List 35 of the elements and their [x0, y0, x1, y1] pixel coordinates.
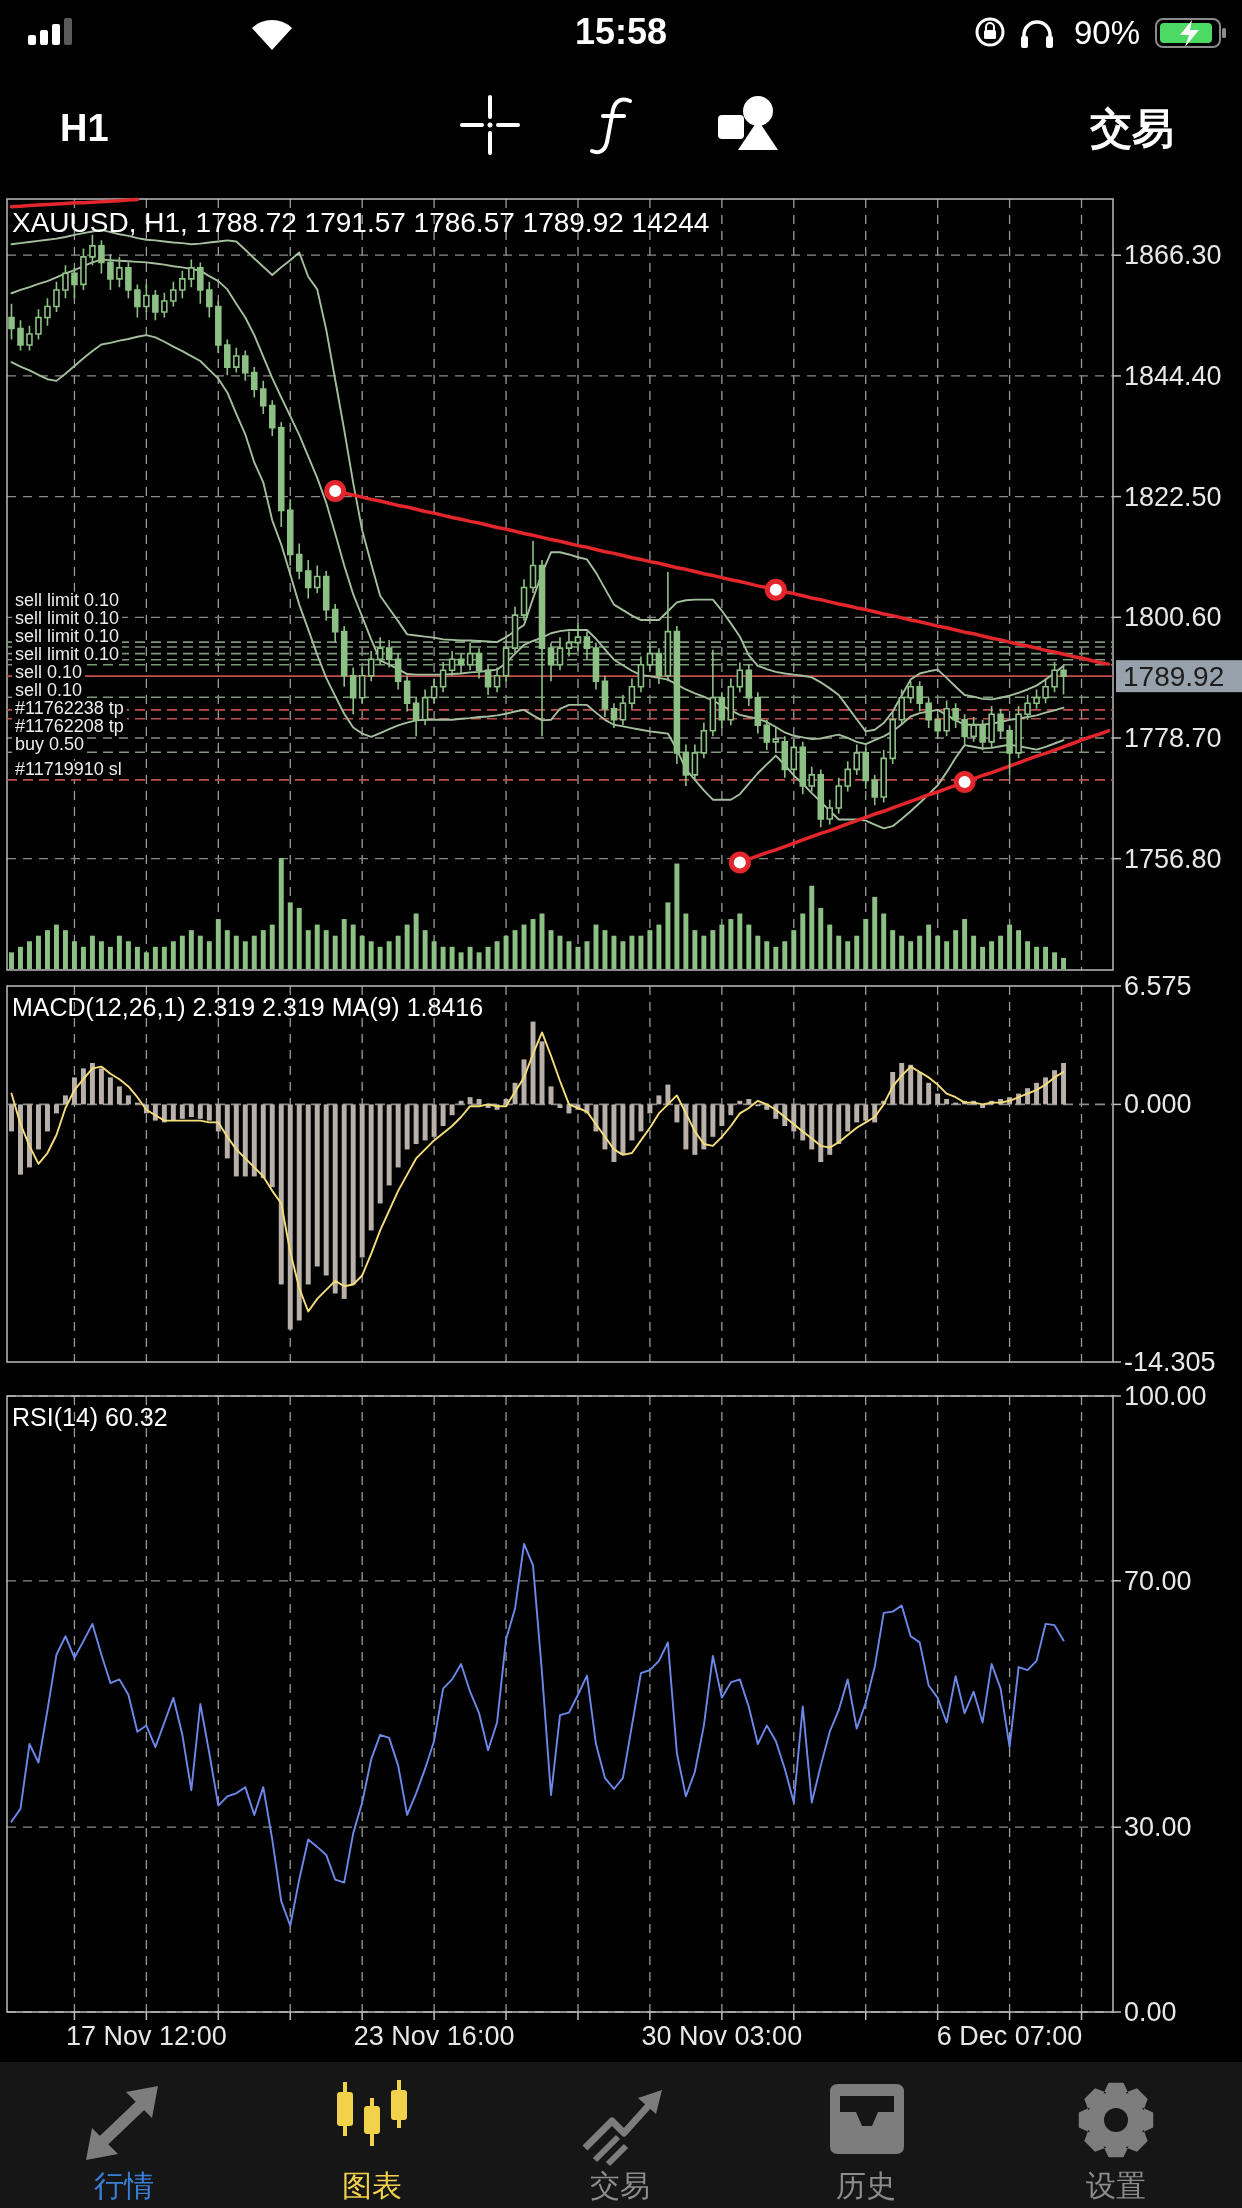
y-tick-label: 1756.80	[1124, 843, 1222, 874]
ref-line-label: sell 0.10	[15, 679, 83, 700]
text: 交易	[590, 2169, 650, 2202]
ref-line-label: sell limit 0.10	[15, 625, 120, 646]
text: 设置	[1086, 2169, 1146, 2202]
ref-line-label: sell limit 0.10	[15, 589, 120, 610]
ref-line-label: sell limit 0.10	[15, 607, 120, 628]
y-tick-label: 100.00	[1124, 1381, 1207, 1411]
y-tick-label: 30.00	[1124, 1812, 1192, 1843]
y-tick-label: 1800.60	[1124, 602, 1222, 633]
text: 交易	[1089, 105, 1174, 152]
ref-line-label: sell limit 0.10	[15, 643, 120, 664]
x-tick-label: 6 Dec 07:00	[936, 2021, 1083, 2051]
y-tick-label: 1778.70	[1124, 722, 1222, 753]
text: H1	[60, 107, 109, 149]
text: 图表	[342, 2169, 402, 2202]
text: 历史	[836, 2169, 896, 2202]
y-tick-label: 70.00	[1124, 1565, 1192, 1596]
y-tick-label: 1866.30	[1124, 240, 1222, 271]
ref-line-label: #11762238 tp	[15, 697, 124, 718]
text: 90%	[1073, 14, 1141, 51]
ref-line-label: #11719910 sl	[15, 758, 122, 779]
y-tick-label: 1822.50	[1124, 481, 1222, 512]
ref-line-label: 1789.92	[1123, 660, 1225, 692]
y-tick-label: 1844.40	[1124, 360, 1222, 391]
x-tick-label: 30 Nov 03:00	[641, 2021, 803, 2051]
ref-line-label: buy 0.50	[15, 733, 85, 754]
x-tick-label: 17 Nov 12:00	[66, 2021, 227, 2051]
chart-title: XAUUSD, H1, 1788.72 1791.57 1786.57 1789.92 14244	[12, 207, 710, 239]
text: 15:58	[574, 11, 668, 52]
chart-title: RSI(14) 60.32	[12, 1403, 168, 1432]
ref-line-label: sell 0.10	[15, 661, 83, 682]
text: 行情	[94, 2169, 154, 2202]
y-tick-label: 0.00	[1124, 1997, 1177, 2027]
x-tick-label: 23 Nov 16:00	[353, 2021, 515, 2051]
